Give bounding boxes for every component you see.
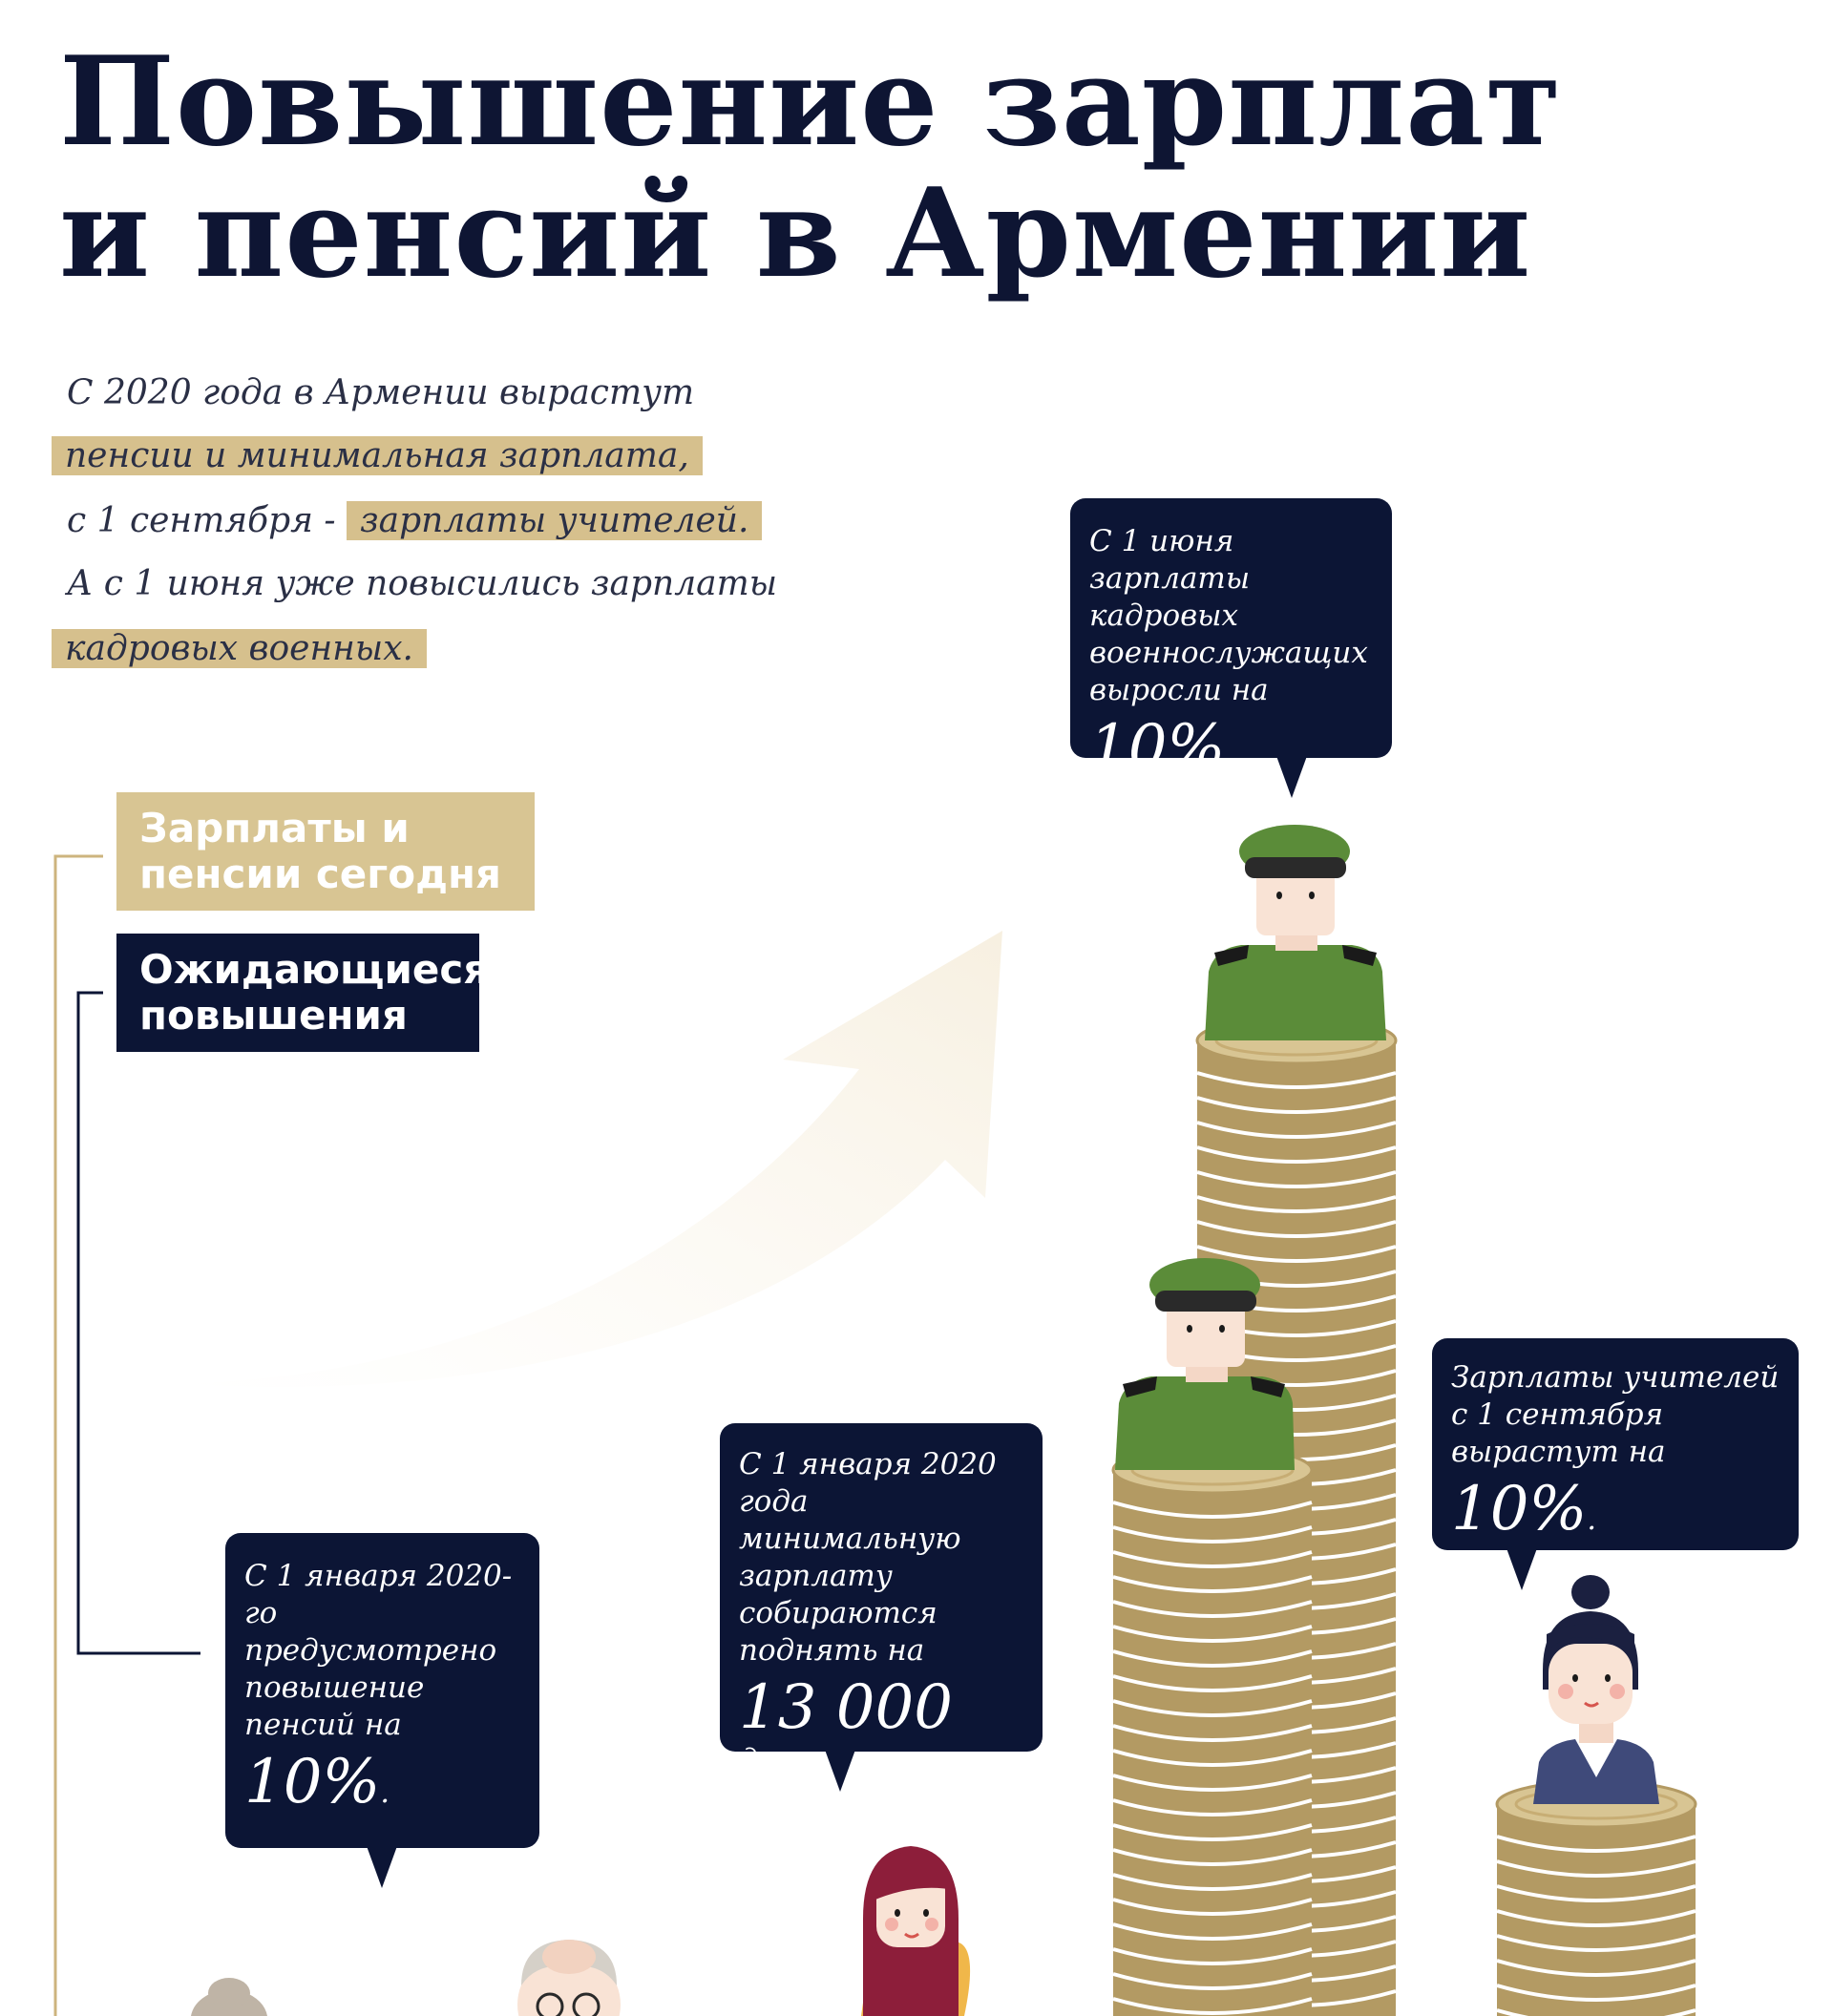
callout-tail: [825, 1750, 855, 1792]
callout-tail: [1276, 756, 1307, 798]
coin-stack-teachers: [1495, 1779, 1697, 2016]
callout-tail: [367, 1846, 397, 1888]
callout-pensions: С 1 января 2020-го предусмотрено повышен…: [225, 1533, 539, 1888]
callout-military-value: 10%: [1089, 712, 1226, 783]
callout-teachers-value: 10%: [1451, 1474, 1588, 1544]
callout-min-wage-suffix: драмов.: [739, 1743, 864, 1777]
worker-woman: [861, 1846, 971, 2016]
pensioner-woman: [191, 1978, 267, 2016]
callout-pensions-suffix: .: [380, 1775, 390, 1810]
callout-min-wage: С 1 января 2020 года минимальную зарплат…: [720, 1423, 1043, 1792]
growth-arrow: [177, 931, 1002, 1388]
intro-line-4: А с 1 июня уже повысились зарплаты: [67, 564, 778, 603]
intro-highlight-teachers: зарплаты учителей.: [347, 501, 763, 540]
callout-tail: [1506, 1548, 1537, 1590]
title-line-1: Повышение зарплат: [59, 31, 1563, 174]
callout-teachers: Зарплаты учителей с 1 сентября вырастут …: [1432, 1338, 1799, 1590]
teacher: [1533, 1575, 1659, 1804]
callout-military-text: С 1 июня зарплаты кадровых военнослужащи…: [1089, 524, 1368, 707]
callout-pensions-text: С 1 января 2020-го предусмотрено повышен…: [244, 1559, 513, 1742]
title-line-2: и пенсий в Армении: [59, 162, 1532, 305]
legend-line-today: [53, 854, 103, 2016]
coin-stack-military-old: [1111, 1445, 1314, 2016]
intro-highlight-pensions: пенсии и минимальная зарплата,: [52, 436, 703, 475]
callout-min-wage-value: 13 000: [739, 1672, 953, 1743]
callout-military: С 1 июня зарплаты кадровых военнослужащи…: [1070, 498, 1392, 798]
intro-highlight-military: кадровых военных.: [52, 629, 427, 668]
callout-min-wage-text: С 1 января 2020 года минимальную зарплат…: [739, 1447, 997, 1668]
callout-military-suffix: .: [1225, 741, 1235, 775]
pensioner-man: [517, 1940, 621, 2016]
legend-line-expected: [76, 991, 200, 1655]
intro-line-3: с 1 сентября -: [67, 501, 348, 540]
soldier-top: [1205, 825, 1386, 1040]
soldier-bottom: [1115, 1258, 1295, 1470]
legend-today: Зарплаты и пенсии сегодня: [116, 792, 535, 911]
callout-teachers-suffix: .: [1587, 1502, 1597, 1537]
legend-expected: Ожидающиеся повышения: [116, 934, 489, 1052]
callout-teachers-text: Зарплаты учителей с 1 сентября вырастут …: [1451, 1360, 1780, 1469]
page-title: Повышение зарплат и пенсий в Армении: [59, 36, 1562, 300]
intro-line-1: С 2020 года в Армении вырастут: [67, 373, 695, 412]
callout-pensions-value: 10%: [244, 1747, 381, 1817]
